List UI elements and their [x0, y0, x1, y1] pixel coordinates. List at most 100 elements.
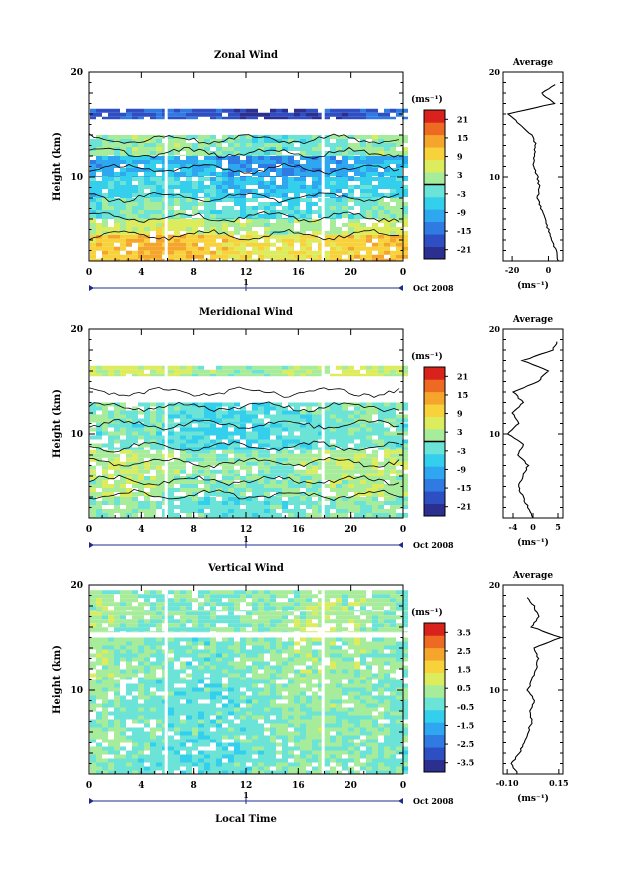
heatmap-cell: [324, 406, 330, 411]
heatmap-cell: [330, 172, 336, 176]
heatmap-cell: [264, 473, 270, 476]
heatmap-cell: [324, 176, 330, 177]
colorbar-segment: [424, 491, 445, 504]
heatmap-cell: [186, 707, 192, 712]
heatmap-cell: [156, 177, 162, 181]
heatmap-cell: [204, 727, 210, 732]
x-tick-label: 0: [86, 268, 92, 278]
heatmap-cell: [126, 739, 132, 743]
heatmap-cell: [312, 480, 318, 484]
heatmap-cell: [348, 231, 354, 235]
heatmap-cell: [90, 513, 96, 517]
heatmap-cell: [348, 699, 354, 704]
heatmap-cell: [234, 727, 240, 732]
heatmap-cell: [330, 465, 336, 470]
heatmap-cell: [330, 227, 336, 231]
heatmap-cell: [156, 254, 162, 259]
heatmap-cell: [294, 177, 300, 181]
heatmap-cell: [342, 238, 348, 243]
heatmap-cell: [246, 214, 252, 218]
heatmap-cell: [216, 723, 222, 728]
heatmap-cell: [180, 176, 186, 177]
heatmap-cell: [156, 501, 162, 505]
heatmap-cell: [198, 254, 204, 259]
heatmap-cell: [402, 735, 408, 740]
heatmap-cell: [216, 457, 222, 462]
heatmap-cell: [192, 155, 198, 156]
heatmap-cell: [108, 177, 114, 181]
heatmap-cell: [252, 758, 258, 763]
heatmap-cell: [372, 497, 378, 501]
heatmap-cell: [300, 402, 306, 407]
heatmap-cell: [300, 699, 306, 704]
heatmap-cell: [354, 223, 360, 227]
heatmap-cell: [120, 202, 126, 206]
heatmap-cell: [336, 418, 342, 423]
heatmap-cell: [156, 742, 162, 747]
heatmap-cell: [228, 723, 234, 728]
heatmap-cell: [96, 447, 102, 450]
heatmap-cell: [342, 488, 348, 492]
heatmap-cell: [150, 139, 156, 143]
heatmap-cell: [216, 762, 222, 767]
heatmap-cell: [222, 735, 228, 740]
heatmap-cell: [342, 181, 348, 185]
heatmap-cell: [360, 766, 366, 771]
heatmap-cell: [234, 108, 240, 113]
heatmap-cell: [90, 406, 96, 411]
heatmap-cell: [222, 242, 228, 247]
heatmap-cell: [264, 513, 270, 517]
heatmap-cell: [174, 172, 180, 176]
heatmap-cell: [390, 731, 396, 736]
heatmap-cell: [342, 414, 348, 419]
heatmap-cell: [102, 254, 108, 259]
heatmap-cell: [198, 762, 204, 767]
heatmap-cell: [336, 431, 342, 436]
heatmap-cell: [192, 431, 198, 436]
heatmap-cell: [150, 112, 156, 117]
heatmap-cell: [186, 172, 192, 176]
heatmap-cell: [390, 238, 396, 243]
heatmap-cell: [90, 679, 96, 684]
heatmap-cell: [390, 711, 396, 716]
heatmap-cell: [306, 227, 312, 231]
heatmap-cell: [168, 219, 174, 223]
heatmap-cell: [108, 443, 114, 448]
heatmap-cell: [330, 715, 336, 720]
heatmap-cell: [324, 750, 330, 755]
heatmap-cell: [174, 227, 180, 231]
heatmap-cell: [306, 406, 312, 411]
heatmap-cell: [132, 373, 138, 377]
heatmap-cell: [210, 218, 216, 219]
heatmap-cell: [96, 762, 102, 767]
heatmap-cell: [228, 135, 234, 139]
heatmap-cell: [336, 427, 342, 432]
heatmap-cell: [156, 443, 162, 448]
heatmap-cell: [306, 151, 312, 155]
heatmap-cell: [192, 373, 198, 377]
heatmap-cell: [240, 414, 246, 419]
heatmap-cell: [390, 488, 396, 492]
heatmap-cell: [252, 488, 258, 492]
heatmap-cell: [198, 513, 204, 517]
heatmap-cell: [378, 176, 384, 177]
heatmap-cell: [330, 461, 336, 466]
heatmap-cell: [144, 439, 150, 444]
heatmap-cell: [318, 742, 324, 747]
heatmap-cell: [390, 219, 396, 223]
heatmap-cell: [336, 461, 342, 466]
heatmap-cell: [126, 410, 132, 415]
heatmap-cell: [192, 711, 198, 716]
heatmap-cell: [174, 177, 180, 181]
heatmap-cell: [180, 238, 186, 243]
heatmap-cell: [198, 168, 204, 172]
heatmap-cell: [150, 369, 156, 374]
heatmap-cell: [126, 234, 132, 239]
heatmap-cell: [342, 147, 348, 151]
heatmap-cell: [126, 443, 132, 448]
heatmap-cell: [366, 480, 372, 484]
heatmap-cell: [300, 715, 306, 720]
heatmap-cell: [144, 742, 150, 747]
heatmap-cell: [102, 699, 108, 704]
